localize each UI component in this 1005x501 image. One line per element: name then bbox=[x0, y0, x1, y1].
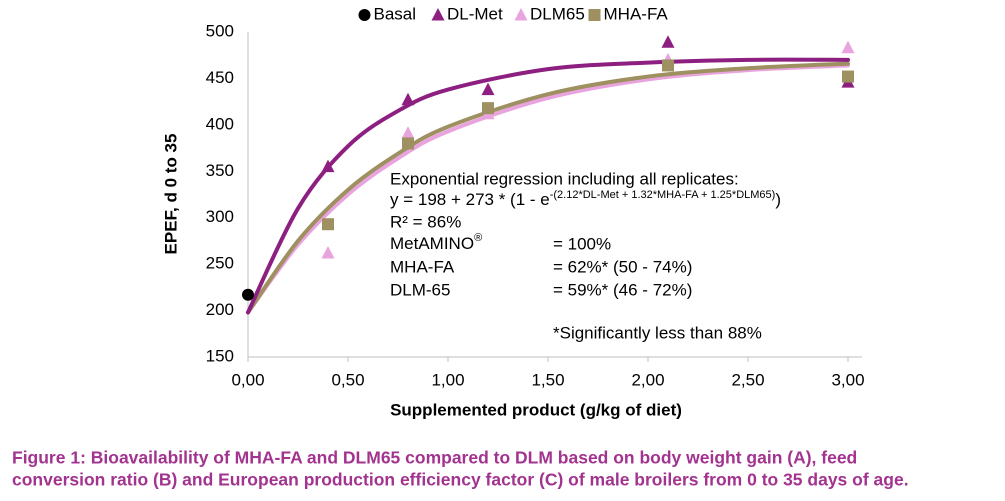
point bbox=[401, 126, 415, 139]
point bbox=[242, 288, 254, 301]
equation-text: y = 198 + 273 * (1 - e bbox=[390, 190, 550, 209]
point bbox=[482, 102, 494, 115]
y-tick-label: 200 bbox=[206, 300, 234, 319]
y-tick-label: 400 bbox=[206, 114, 234, 133]
y-tick-label: 450 bbox=[206, 68, 234, 87]
x-tick-label: 0,50 bbox=[331, 370, 364, 389]
x-tick-label: 3,00 bbox=[831, 370, 864, 389]
annotation-heading: Exponential regression including all rep… bbox=[390, 169, 739, 188]
annotation-row-label: MHA-FA bbox=[390, 257, 455, 276]
annotation-footnote: *Significantly less than 88% bbox=[553, 323, 762, 342]
annotation-r2: R² = 86% bbox=[390, 212, 461, 231]
annotation-row-label: MetAMINO® bbox=[390, 232, 482, 254]
y-tick-label: 300 bbox=[206, 207, 234, 226]
x-tick-label: 0,00 bbox=[231, 370, 264, 389]
point bbox=[401, 92, 415, 106]
legend-item: DLM65 bbox=[514, 4, 585, 23]
legend-marker bbox=[358, 9, 371, 21]
x-tick-label: 2,00 bbox=[631, 370, 664, 389]
legend-item: Basal bbox=[358, 4, 417, 23]
annotation-row-value: = 100% bbox=[553, 234, 611, 253]
caption: Figure 1: Bioavailability of MHA-FA and … bbox=[12, 448, 857, 468]
legend-marker bbox=[431, 8, 445, 21]
caption: conversion ratio (B) and European produc… bbox=[12, 470, 909, 490]
equation-exponent: -(2.12*DL-Met + 1.32*MHA-FA + 1.25*DLM65… bbox=[550, 189, 776, 201]
annotation-equation: y = 198 + 273 * (1 - e-(2.12*DL-Met + 1.… bbox=[390, 189, 781, 210]
legend-label: DL-Met bbox=[447, 4, 503, 23]
point bbox=[322, 218, 334, 231]
point bbox=[842, 70, 854, 83]
x-tick-label: 2,50 bbox=[731, 370, 764, 389]
fit-curve bbox=[246, 57, 850, 315]
y-axis-title: EPEF, d 0 to 35 bbox=[161, 134, 180, 255]
legend-item: MHA-FA bbox=[588, 4, 669, 23]
legend-label: Basal bbox=[374, 4, 417, 23]
point bbox=[661, 35, 675, 48]
point bbox=[321, 246, 335, 259]
row-sup: ® bbox=[474, 232, 482, 244]
point bbox=[662, 59, 674, 72]
annotation-row-label: DLM-65 bbox=[390, 280, 450, 299]
legend-label: DLM65 bbox=[530, 4, 585, 23]
annotation-row-value: = 62%* (50 - 74%) bbox=[553, 257, 692, 276]
x-tick-label: 1,50 bbox=[531, 370, 564, 389]
y-tick-label: 150 bbox=[206, 346, 234, 365]
x-axis-title: Supplemented product (g/kg of diet) bbox=[390, 400, 682, 419]
legend-marker bbox=[514, 8, 528, 21]
y-tick-label: 500 bbox=[206, 21, 234, 40]
x-tick-label: 1,00 bbox=[431, 370, 464, 389]
legend-item: DL-Met bbox=[431, 4, 503, 23]
point bbox=[402, 137, 414, 150]
y-tick-label: 250 bbox=[206, 254, 234, 273]
y-tick-label: 350 bbox=[206, 161, 234, 180]
equation-close: ) bbox=[775, 190, 781, 209]
point bbox=[841, 40, 855, 54]
fit-curve bbox=[246, 61, 850, 315]
annotation: Exponential regression including all rep… bbox=[390, 169, 781, 342]
row-label: MetAMINO bbox=[390, 234, 474, 253]
point bbox=[481, 82, 495, 96]
point bbox=[321, 159, 335, 173]
annotation-row-value: = 59%* (46 - 72%) bbox=[553, 280, 692, 299]
legend-label: MHA-FA bbox=[604, 4, 669, 23]
legend-marker bbox=[588, 9, 601, 21]
